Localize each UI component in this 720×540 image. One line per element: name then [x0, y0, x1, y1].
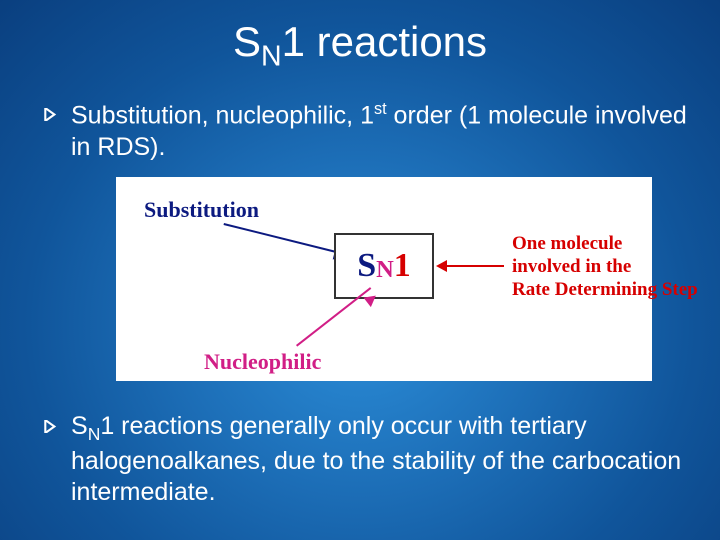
label-substitution: Substitution: [144, 197, 259, 223]
one-line1: One molecule: [512, 233, 622, 254]
arrow-one-line: [438, 265, 504, 267]
center-n: N: [376, 256, 394, 284]
label-one-molecule: One molecule involved in the Rate Determ…: [512, 233, 712, 301]
bullet-2-pre: S: [71, 412, 88, 440]
arrow-substitution-line: [224, 223, 339, 253]
chevron-icon: [44, 108, 57, 126]
one-line3: Rate Determining Step: [512, 279, 698, 300]
slide-title: SN1 reactions: [0, 0, 720, 73]
bullet-text: SN1 reactions generally only occur with …: [71, 411, 692, 508]
center-s: S: [357, 247, 376, 285]
center-one: 1: [394, 247, 411, 285]
sn1-diagram: Substitution SN1 One molecule involved i…: [116, 177, 652, 381]
arrow-one-head: [436, 260, 447, 272]
label-nucleophilic: Nucleophilic: [204, 349, 321, 375]
center-box: SN1: [334, 233, 434, 299]
bullet-item: SN1 reactions generally only occur with …: [44, 411, 692, 508]
bullet-list: Substitution, nucleophilic, 1st order (1…: [0, 73, 720, 508]
chevron-icon: [44, 420, 57, 438]
one-line2: involved in the: [512, 256, 631, 277]
bullet-2-post: 1 reactions generally only occur with te…: [71, 412, 681, 506]
bullet-2-sub: N: [88, 424, 101, 444]
title-rest: 1 reactions: [282, 18, 487, 65]
title-sub-n: N: [261, 40, 282, 72]
bullet-1-sup: st: [374, 100, 387, 118]
bullet-text: Substitution, nucleophilic, 1st order (1…: [71, 99, 692, 163]
bullet-1-pre: Substitution, nucleophilic, 1: [71, 102, 374, 130]
title-s: S: [233, 18, 261, 65]
bullet-item: Substitution, nucleophilic, 1st order (1…: [44, 99, 692, 163]
